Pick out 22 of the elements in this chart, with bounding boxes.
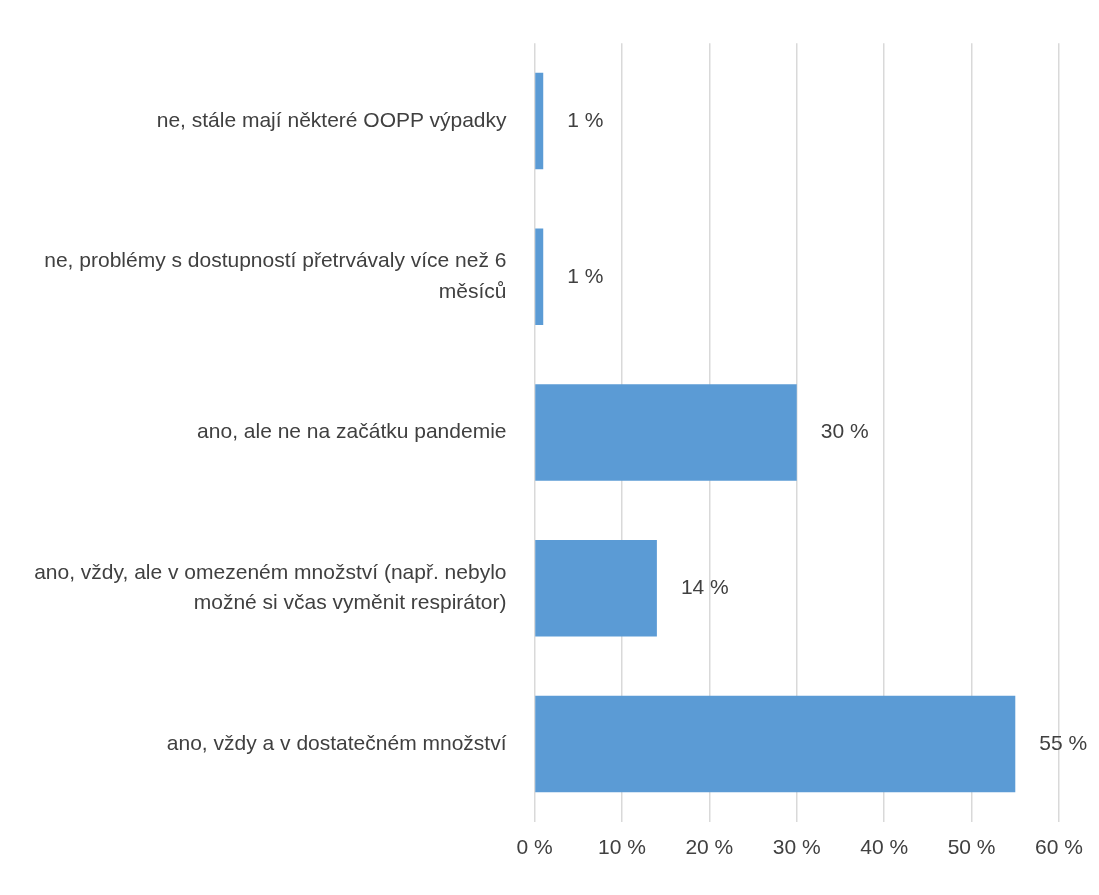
y-tick-label: ne, problémy s dostupností přetrvávaly více než 6 měsíců	[44, 248, 507, 302]
data-label: 1 %	[567, 263, 604, 287]
data-label: 55 %	[1039, 730, 1088, 754]
y-tick-label: ano, vždy, ale v omezeném množství (např. nebylo možné si včas vyměnit respirátor)	[34, 559, 507, 614]
y-tick-label: ano, ale ne na začátku pandemie	[197, 419, 507, 443]
x-tick-label: 20 %	[685, 835, 734, 859]
data-label: 1 %	[567, 107, 604, 131]
bar	[535, 228, 544, 326]
bar	[535, 72, 544, 170]
x-tick-label: 30 %	[772, 835, 821, 859]
bar	[535, 695, 1016, 793]
x-tick-label: 0 %	[516, 835, 553, 859]
bar	[535, 539, 657, 637]
y-tick-label: ano, vždy a v dostatečném množství	[166, 730, 507, 754]
bar	[535, 384, 797, 481]
x-tick-label: 60 %	[1035, 835, 1083, 859]
data-label: 14 %	[680, 575, 729, 599]
x-tick-label: 50 %	[947, 835, 996, 859]
x-tick-label: 40 %	[860, 835, 909, 859]
data-label: 30 %	[820, 419, 869, 443]
x-tick-label: 10 %	[597, 835, 646, 859]
y-tick-label: ne, stále mají některé OOPP výpadky	[156, 107, 507, 131]
